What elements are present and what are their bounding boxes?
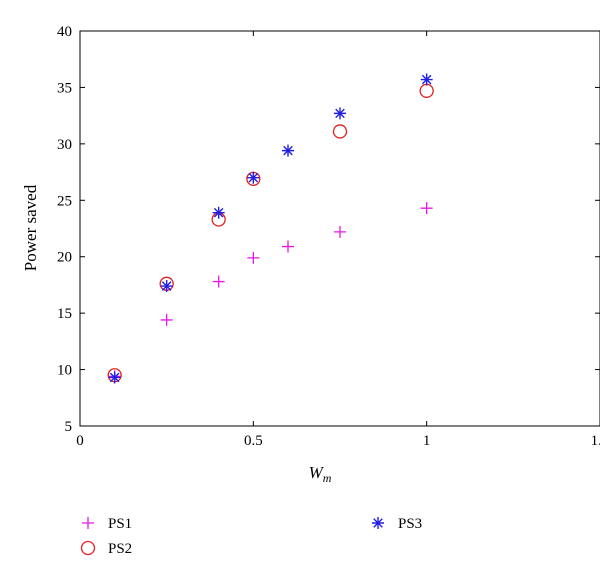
y-tick-label: 15 xyxy=(57,306,72,322)
data-point-ps3 xyxy=(160,280,173,293)
data-point-ps1 xyxy=(247,251,260,264)
x-axis-label-subscript: m xyxy=(323,471,332,485)
data-point-ps1 xyxy=(212,275,225,288)
data-point-ps1 xyxy=(160,313,173,326)
data-point-ps1 xyxy=(334,225,346,238)
data-point-ps3 xyxy=(247,171,260,184)
y-tick-label: 35 xyxy=(57,80,72,96)
data-marks xyxy=(107,73,434,384)
x-tick-label: 1 xyxy=(423,433,431,449)
y-tick-label: 40 xyxy=(57,24,72,40)
axis-ticks: 0 0.5 1 1.5 5 10 15 20 25 30 35 40 xyxy=(57,24,600,449)
y-tick-label: 20 xyxy=(57,250,72,266)
legend-marker-ps1 xyxy=(82,517,94,529)
y-tick-label: 10 xyxy=(57,363,72,379)
data-point-ps3 xyxy=(420,73,433,86)
series-ps3 xyxy=(108,73,433,384)
data-point-ps1 xyxy=(420,202,433,215)
legend-label-ps3: PS3 xyxy=(398,516,422,532)
data-point-ps2 xyxy=(332,124,348,139)
data-point-ps3 xyxy=(212,206,225,219)
y-tick-label: 25 xyxy=(57,193,72,209)
legend-marker-ps3 xyxy=(372,517,384,529)
legend-label-ps2: PS2 xyxy=(108,541,132,557)
x-tick-label: 0.5 xyxy=(244,433,263,449)
x-tick-label: 1.5 xyxy=(591,433,600,449)
data-point-ps3 xyxy=(334,107,346,120)
legend-item-ps1: PS1 xyxy=(82,516,132,532)
legend-item-ps3: PS3 xyxy=(372,516,422,532)
data-point-ps3 xyxy=(108,371,121,384)
legend-label-ps1: PS1 xyxy=(108,516,132,532)
y-axis-label: Power saved xyxy=(21,184,40,271)
x-axis-label: Wm xyxy=(309,463,332,485)
y-tick-label: 30 xyxy=(57,137,72,153)
x-tick-label: 0 xyxy=(76,433,84,449)
legend-marker-ps2 xyxy=(80,540,96,556)
y-tick-label: 5 xyxy=(65,419,73,435)
data-point-ps3 xyxy=(282,144,294,157)
legend: PS1 PS2 PS3 xyxy=(80,516,422,557)
legend-item-ps2: PS2 xyxy=(80,540,132,557)
data-point-ps1 xyxy=(282,240,294,253)
x-axis-label-main: W xyxy=(309,463,325,482)
